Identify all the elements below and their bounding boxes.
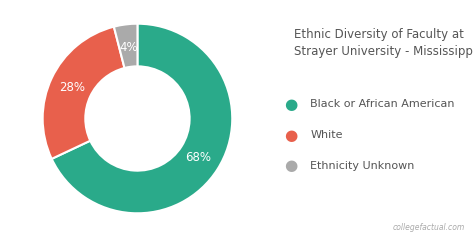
Text: Ethnicity Unknown: Ethnicity Unknown [310, 161, 415, 171]
Text: 68%: 68% [185, 150, 211, 164]
Wedge shape [43, 27, 125, 159]
Text: Ethnic Diversity of Faculty at
Strayer University - Mississippi: Ethnic Diversity of Faculty at Strayer U… [294, 28, 474, 59]
Text: Black or African American: Black or African American [310, 99, 455, 109]
Text: collegefactual.com: collegefactual.com [392, 223, 465, 232]
Text: ●: ● [284, 128, 298, 143]
Text: 28%: 28% [59, 81, 85, 94]
Text: ●: ● [284, 97, 298, 112]
Text: White: White [310, 130, 343, 140]
Wedge shape [114, 24, 137, 68]
Wedge shape [52, 24, 232, 213]
Text: 4%: 4% [119, 41, 138, 54]
Text: ●: ● [284, 158, 298, 173]
